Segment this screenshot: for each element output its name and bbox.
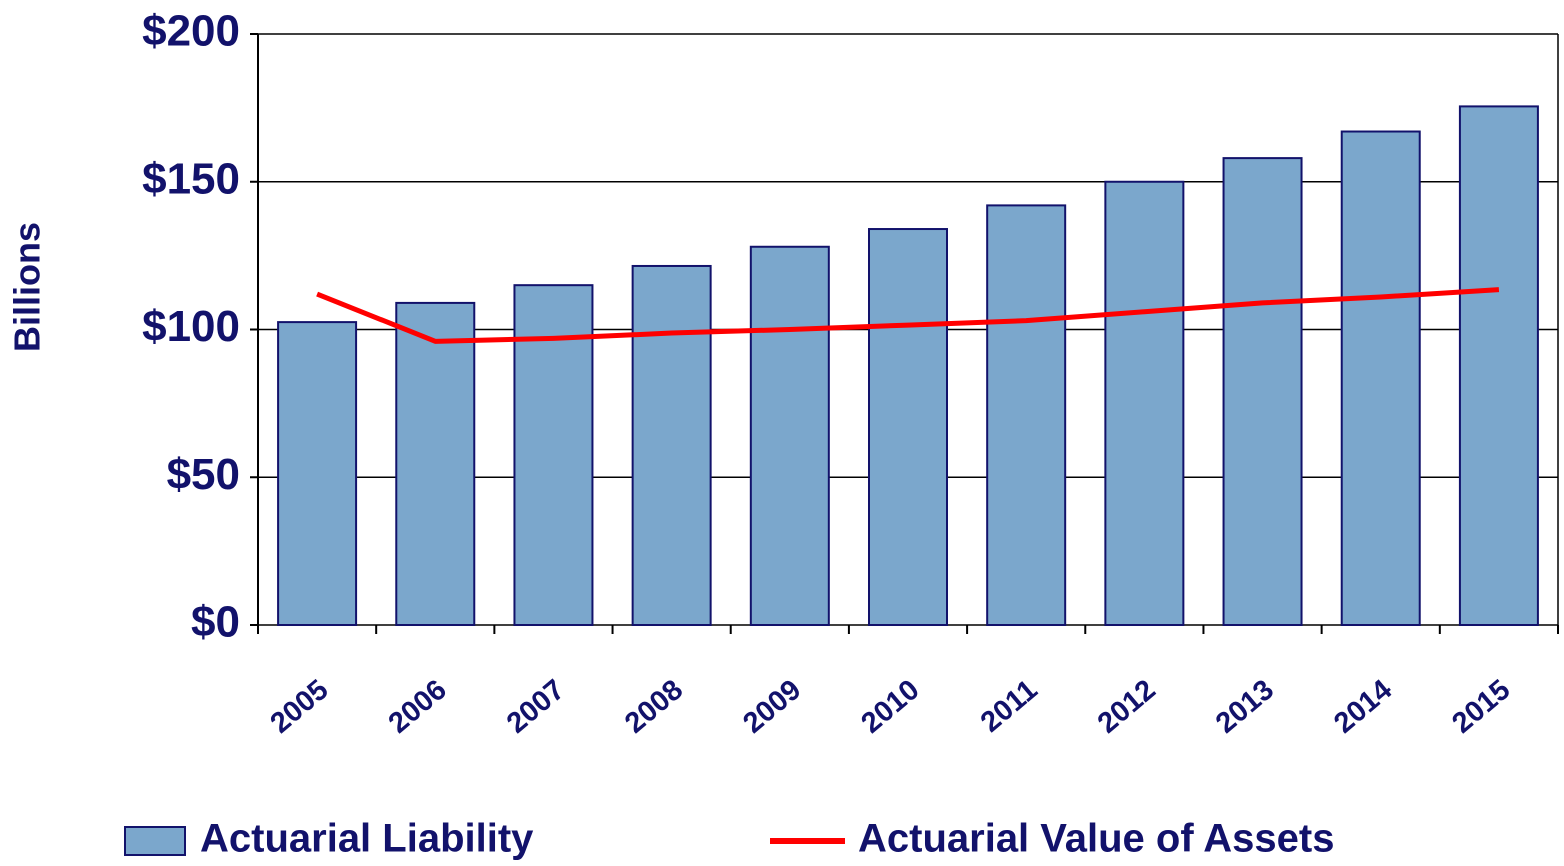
bar bbox=[1222, 157, 1303, 627]
x-tick-label: 2010 bbox=[855, 674, 925, 740]
bar bbox=[868, 228, 948, 626]
x-tick-label: 2005 bbox=[265, 674, 335, 740]
x-tick-label: 2015 bbox=[1446, 674, 1516, 740]
bar bbox=[395, 301, 476, 626]
y-axis-label: Billions bbox=[7, 222, 48, 352]
legend-label: Actuarial Liability bbox=[200, 817, 534, 861]
legend-swatch bbox=[124, 826, 186, 856]
y-tick-label: $0 bbox=[191, 598, 240, 647]
bar bbox=[277, 321, 358, 626]
y-tick-label: $100 bbox=[142, 302, 240, 351]
x-tick-label: 2013 bbox=[1210, 674, 1280, 740]
legend-label: Actuarial Value of Assets bbox=[858, 817, 1334, 861]
x-tick-label: 2008 bbox=[619, 674, 689, 740]
y-tick-label: $50 bbox=[167, 450, 240, 499]
bar bbox=[1340, 130, 1421, 626]
x-tick-label: 2011 bbox=[975, 674, 1044, 739]
bar bbox=[1458, 105, 1539, 626]
y-tick-label: $200 bbox=[142, 7, 240, 56]
bar bbox=[1104, 180, 1185, 626]
bar bbox=[986, 204, 1067, 626]
x-tick-label: 2014 bbox=[1328, 674, 1398, 740]
y-tick-label: $150 bbox=[142, 154, 240, 203]
x-tick-label: 2006 bbox=[383, 674, 453, 740]
x-tick-label: 2007 bbox=[501, 674, 571, 740]
bar bbox=[631, 264, 712, 626]
x-tick-label: 2009 bbox=[737, 674, 807, 740]
line bbox=[316, 287, 1500, 344]
bar bbox=[513, 284, 594, 626]
bar bbox=[749, 245, 830, 626]
x-tick-label: 2012 bbox=[1092, 674, 1162, 740]
